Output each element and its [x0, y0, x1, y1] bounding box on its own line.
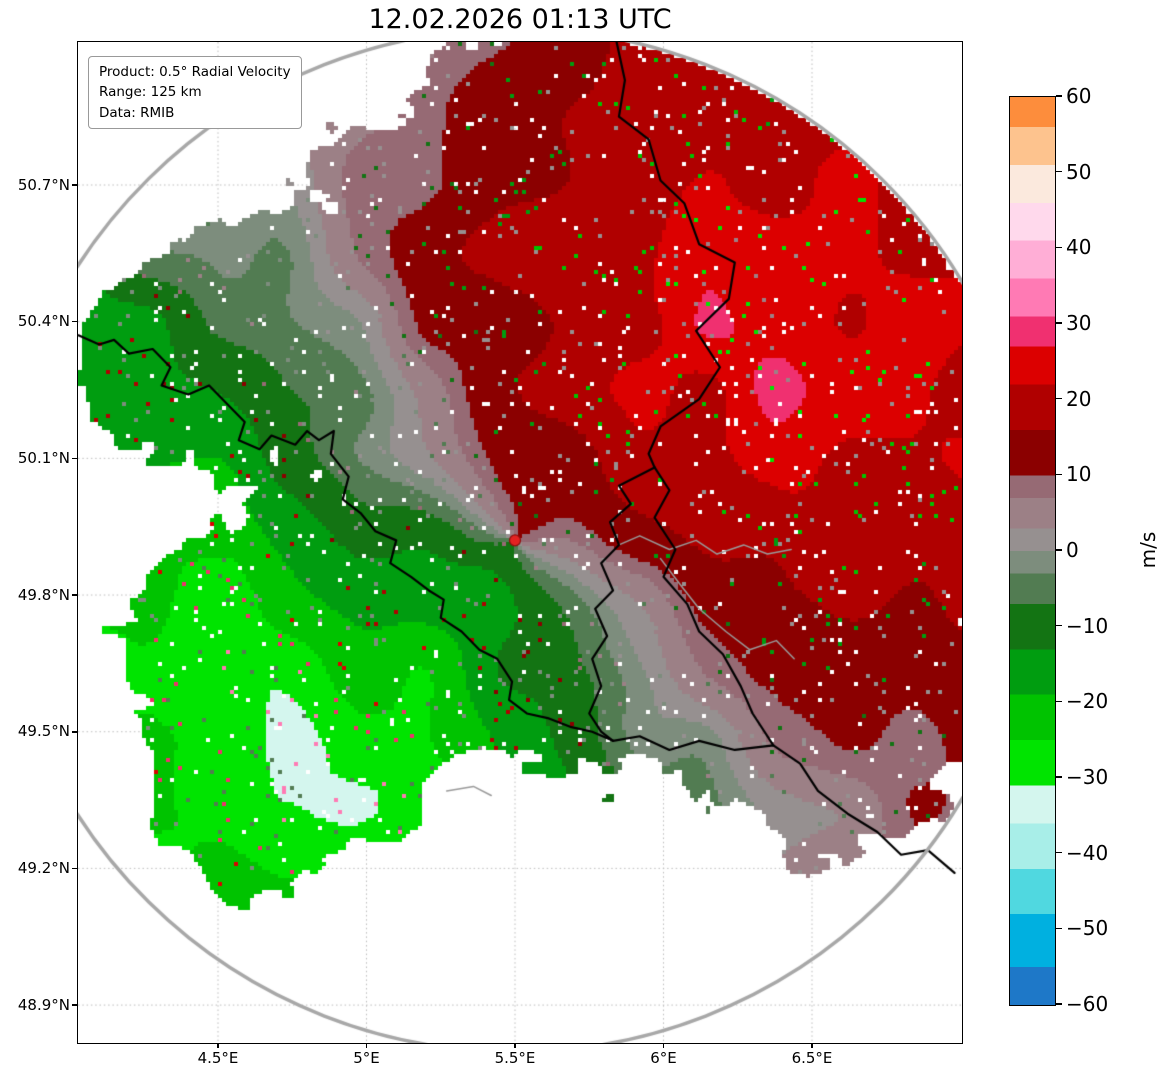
colorbar-tick-mark: [1056, 473, 1062, 476]
y-axis-tick-mark: [72, 184, 77, 186]
y-axis-tick-label: 50.1°N: [17, 448, 70, 467]
colorbar-unit-label: m/s: [1136, 531, 1160, 569]
colorbar-tick-mark: [1056, 246, 1062, 249]
y-axis-tick-mark: [72, 867, 77, 870]
colorbar-tick-label: 60: [1066, 84, 1092, 108]
colorbar-tick-label: 0: [1066, 538, 1079, 562]
colorbar-tick-mark: [1056, 322, 1062, 324]
x-axis-tick-mark: [811, 1043, 813, 1048]
velocity-map-canvas: [78, 42, 962, 1043]
colorbar-tick-label: 10: [1066, 462, 1092, 487]
figure-title: 12.02.2026 01:13 UTC: [368, 4, 672, 35]
y-axis-tick-label: 49.2°N: [17, 858, 70, 877]
colorbar-gradient: [1010, 97, 1055, 1005]
colorbar-tick-label: −50: [1066, 916, 1109, 941]
y-axis-tick-mark: [72, 320, 77, 323]
colorbar-tick-label: 30: [1066, 311, 1092, 335]
colorbar-tick-mark: [1056, 397, 1062, 400]
y-axis-tick-label: 48.9°N: [17, 995, 70, 1014]
y-axis-tick-label: 50.4°N: [17, 312, 70, 331]
info-box: Product: 0.5° Radial Velocity Range: 125…: [88, 56, 302, 129]
colorbar-tick-label: −30: [1066, 765, 1109, 789]
x-axis-tick-label: 6.5°E: [791, 1049, 833, 1067]
colorbar-tick-mark: [1056, 170, 1062, 173]
colorbar-tick-label: −40: [1066, 840, 1109, 865]
y-axis-tick-mark: [72, 457, 77, 460]
colorbar-tick-label: −20: [1066, 689, 1109, 714]
y-axis-tick-mark: [72, 1004, 77, 1006]
x-axis-tick-label: 4.5°E: [197, 1049, 239, 1067]
colorbar-tick-mark: [1056, 851, 1062, 854]
colorbar-tick-mark: [1056, 927, 1062, 930]
info-source-line: Data: RMIB: [99, 104, 175, 121]
colorbar-tick-mark: [1056, 700, 1062, 703]
y-axis-tick-label: 49.5°N: [17, 722, 70, 741]
map-plot-area: Product: 0.5° Radial Velocity Range: 125…: [77, 41, 963, 1044]
x-axis-tick-mark: [514, 1043, 516, 1048]
colorbar-tick-mark: [1056, 624, 1062, 627]
y-axis-tick-mark: [72, 594, 77, 596]
colorbar-tick-label: 20: [1066, 386, 1092, 411]
x-axis-tick-label: 6°E: [650, 1049, 677, 1067]
y-axis-tick-label: 50.7°N: [17, 175, 70, 194]
x-axis-tick-mark: [365, 1043, 368, 1048]
x-axis-tick-mark: [662, 1043, 665, 1048]
y-axis-tick-label: 49.8°N: [17, 585, 70, 604]
info-range-line: Range: 125 km: [99, 84, 202, 101]
x-axis-tick-mark: [217, 1043, 219, 1048]
colorbar-tick-label: −60: [1066, 992, 1109, 1016]
info-product-line: Product: 0.5° Radial Velocity: [99, 64, 291, 80]
x-axis-tick-label: 5.5°E: [494, 1049, 536, 1067]
y-axis-tick-mark: [72, 731, 77, 733]
colorbar-tick-label: 40: [1066, 235, 1092, 260]
colorbar-tick-mark: [1056, 776, 1062, 778]
colorbar-tick-mark: [1056, 95, 1062, 97]
colorbar-tick-mark: [1056, 549, 1062, 551]
colorbar-tick-label: 50: [1066, 159, 1092, 184]
colorbar: [1009, 96, 1056, 1006]
colorbar-tick-mark: [1056, 1003, 1062, 1005]
x-axis-tick-label: 5°E: [353, 1049, 380, 1067]
colorbar-tick-label: −10: [1066, 613, 1109, 638]
